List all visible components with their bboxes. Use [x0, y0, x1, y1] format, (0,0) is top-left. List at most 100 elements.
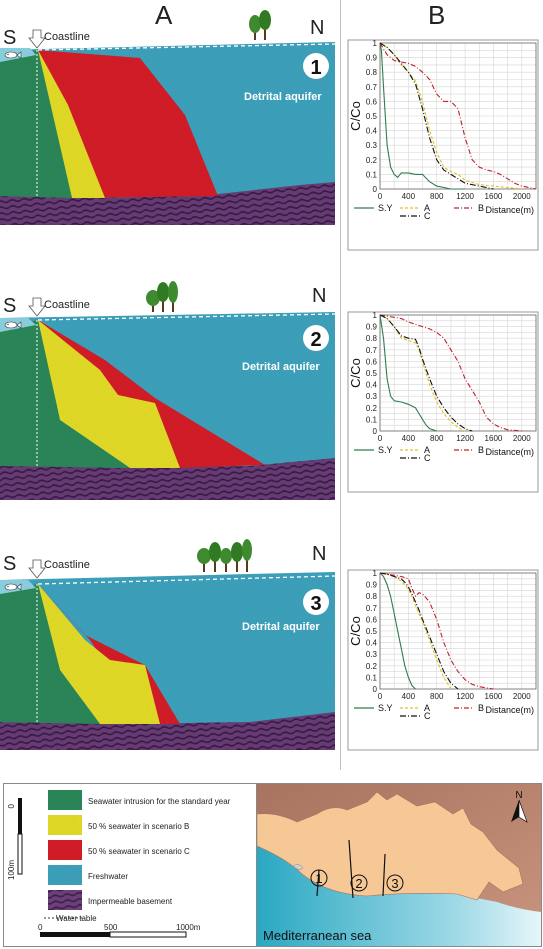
y-tick-label: 0.9 [366, 323, 378, 332]
series-line-c [379, 42, 494, 190]
legend-swatch-freshwater [48, 865, 82, 885]
series-line-c [379, 572, 459, 690]
fish-icon [4, 583, 22, 591]
coastline-label: Coastline [44, 299, 90, 311]
y-tick-label: 0.7 [366, 83, 378, 92]
legend-water-table-label: Water table [56, 914, 97, 923]
x-axis-label: Distance(m) [485, 705, 534, 715]
vertical-scale-bottom-label: 100m [7, 860, 16, 880]
y-tick-label: 0.8 [366, 592, 378, 601]
horizontal-scale-label: 1000m [176, 923, 201, 932]
legend-swatch-seawater [48, 790, 82, 810]
y-tick-label: 0.9 [366, 581, 378, 590]
breakthrough-chart-3: 0 0.1 0.2 0.3 0.4 0.5 0.6 0.7 0.8 0.9 1 0 400 800 1200… [347, 569, 539, 751]
series-line-b [379, 572, 494, 690]
legend-entry: S.Y [378, 703, 393, 713]
map-marker-label: 3 [391, 876, 398, 891]
legend-label: Seawater intrusion for the standard year [88, 797, 231, 806]
panel-divider [340, 0, 341, 770]
y-axis-label: C/Co [348, 358, 363, 388]
legend-swatch-basement [48, 890, 82, 910]
aquifer-label: Detrital aquifer [244, 91, 322, 103]
map-marker [350, 874, 368, 892]
cross-section-3 [0, 572, 335, 750]
scenario-c-zone [38, 320, 265, 468]
section-number-badge [303, 53, 329, 79]
section-number: 2 [310, 329, 321, 351]
x-tick-label: 0 [378, 692, 383, 701]
legend-swatch-scenario-b [48, 815, 82, 835]
legend-entry: A [424, 703, 430, 713]
series-line-sy [379, 572, 416, 690]
y-tick-label: 1 [373, 311, 378, 320]
section-number-badge [303, 325, 329, 351]
coastal-plain [257, 791, 524, 901]
series-line-sy [379, 42, 466, 190]
series-line-b [379, 314, 522, 432]
legend-entry: B [478, 203, 484, 213]
south-label: S [3, 553, 16, 575]
cross-section-1 [0, 42, 335, 225]
y-tick-label: 0.4 [366, 127, 378, 136]
series-line-b [379, 42, 537, 190]
legend-label: 50 % seawater in scenario B [88, 822, 189, 831]
y-tick-label: 0.3 [366, 392, 378, 401]
x-tick-label: 1600 [485, 692, 503, 701]
section-line-3 [382, 853, 386, 897]
x-tick-label: 0 [378, 192, 383, 201]
section-number-badge [303, 589, 329, 615]
map-marker-label: 2 [355, 876, 362, 891]
panel-label-b: B [428, 0, 446, 30]
basement-zone [0, 458, 335, 500]
y-tick-label: 0.7 [366, 604, 378, 613]
tree-icon [249, 10, 271, 40]
water-table-line [37, 43, 336, 51]
x-tick-label: 1600 [485, 192, 503, 201]
x-tick-label: 800 [430, 192, 444, 201]
cross-section-2 [0, 312, 335, 500]
vertical-scale-top-label: 0 [7, 803, 16, 808]
y-tick-label: 0.5 [366, 369, 378, 378]
legend-entry: C [424, 211, 431, 221]
north-arrow-icon [511, 799, 528, 823]
fish-icon [4, 51, 22, 59]
y-tick-label: 0.1 [366, 673, 378, 682]
x-tick-label: 2000 [513, 192, 531, 201]
x-tick-label: 1200 [456, 692, 474, 701]
scenario-b-zone [38, 320, 180, 468]
y-tick-label: 1 [373, 39, 378, 48]
water-table-line [37, 313, 336, 321]
x-tick-label: 1200 [456, 434, 474, 443]
y-tick-label: 0.1 [366, 415, 378, 424]
panel-label-a: A [155, 0, 173, 30]
legend-label: 50 % seawater in scenario C [88, 847, 190, 856]
scenario-b-zone [38, 50, 105, 198]
legend-label: Impermeable basement [88, 897, 173, 906]
x-tick-label: 0 [378, 434, 383, 443]
y-tick-label: 0.3 [366, 650, 378, 659]
y-tick-label: 0.6 [366, 357, 378, 366]
horizontal-scale-label: 500 [104, 923, 118, 932]
map-graphic: 1 2 3 N Mediterranean sea [257, 784, 541, 946]
tree-icon [197, 539, 252, 572]
series-line-sy [379, 314, 437, 432]
island [292, 864, 304, 870]
y-tick-label: 0.5 [366, 627, 378, 636]
legend-entry: S.Y [378, 445, 393, 455]
section-line-1 [316, 869, 320, 897]
map-marker [386, 874, 404, 892]
y-axis-label: C/Co [348, 101, 363, 131]
legend: 0 100m Seawater intrusion for the standa… [3, 783, 257, 947]
south-label: S [3, 295, 16, 317]
vertical-scale-bar-bottom [17, 833, 23, 875]
y-tick-label: 0.3 [366, 141, 378, 150]
aquifer-label: Detrital aquifer [242, 361, 320, 373]
tree-icon [146, 281, 178, 312]
section-number: 3 [310, 593, 321, 615]
legend-swatch-scenario-c [48, 840, 82, 860]
breakthrough-chart-2: 0 0.1 0.2 0.3 0.4 0.5 0.6 0.7 0.8 0.9 1 0 400 800 1200… [347, 311, 539, 493]
legend-entry: B [478, 445, 484, 455]
x-tick-label: 2000 [513, 692, 531, 701]
north-label: N [312, 543, 326, 565]
